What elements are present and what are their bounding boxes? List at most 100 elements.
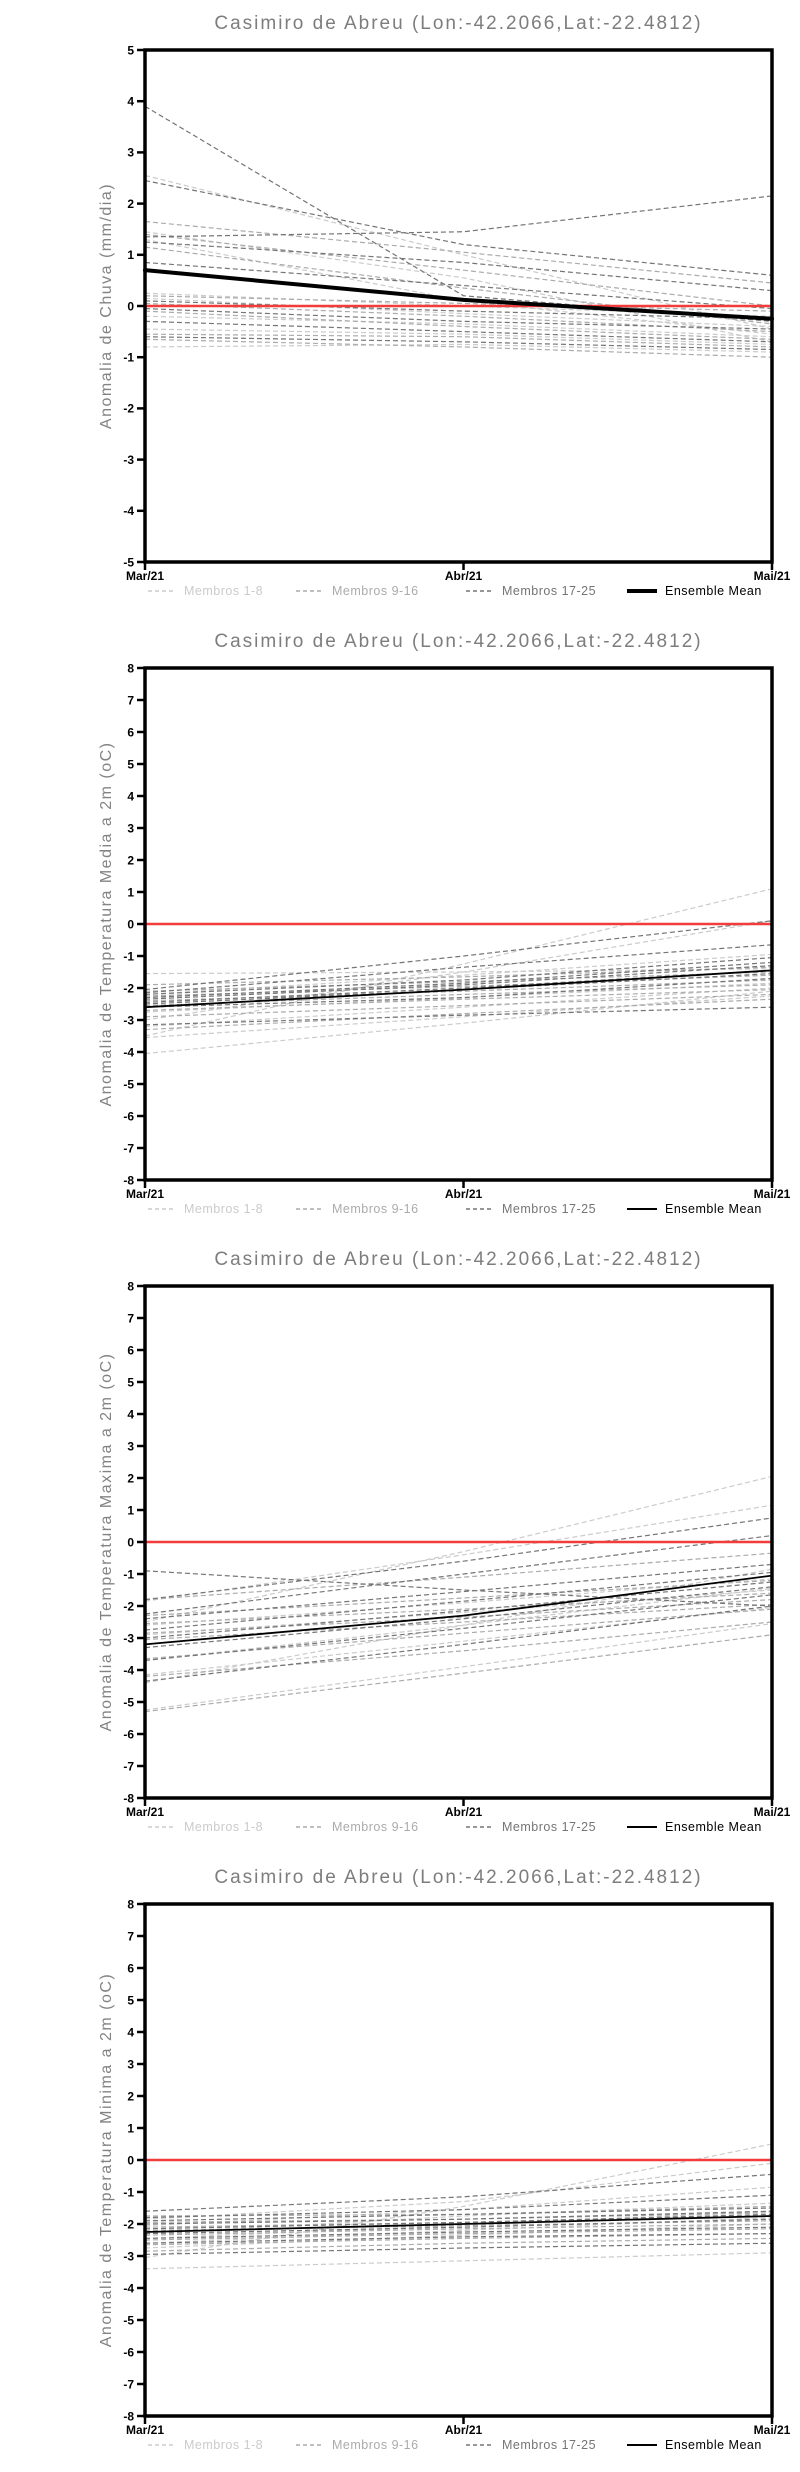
chart-panel-temp-minima: Casimiro de Abreu (Lon:-42.2066,Lat:-22.… xyxy=(0,1854,800,2472)
legend-item-membros-1-8: Membros 1-8 xyxy=(147,1201,263,1217)
y-tick-label: 6 xyxy=(127,1961,134,1975)
chart-panel-chuva: Casimiro de Abreu (Lon:-42.2066,Lat:-22.… xyxy=(0,0,800,618)
y-tick-label: -1 xyxy=(123,2185,134,2199)
member-line-group3 xyxy=(144,1517,773,1601)
member-line-group2 xyxy=(144,2237,773,2252)
member-line-group1 xyxy=(144,1568,773,1684)
dashed-line-sample-icon xyxy=(148,590,176,592)
y-tick-label: 7 xyxy=(127,693,134,707)
member-line-group2 xyxy=(144,295,773,312)
legend-label: Membros 17-25 xyxy=(502,1820,597,1834)
x-tick-label: Mar/21 xyxy=(126,2423,164,2437)
member-line-group3 xyxy=(144,2242,773,2255)
member-line-group3 xyxy=(144,2226,773,2239)
member-line-group3 xyxy=(144,105,773,322)
y-tick-label: 1 xyxy=(127,248,134,262)
chart-panel-temp-media: Casimiro de Abreu (Lon:-42.2066,Lat:-22.… xyxy=(0,618,800,1236)
y-tick-label: 6 xyxy=(127,725,134,739)
x-tick-label: Mar/21 xyxy=(126,1805,164,1819)
y-tick-label: 2 xyxy=(127,853,134,867)
member-line-group1 xyxy=(144,995,773,1039)
member-line-group2 xyxy=(144,2223,773,2236)
member-line-group2 xyxy=(144,1579,773,1617)
member-line-group1 xyxy=(144,1589,773,1636)
chart-title: Casimiro de Abreu (Lon:-42.2066,Lat:-22.… xyxy=(214,1249,703,1270)
x-tick-label: Mai/21 xyxy=(754,1805,791,1819)
member-line-group3 xyxy=(144,241,773,292)
member-line-group3 xyxy=(144,1605,773,1682)
y-tick-label: 2 xyxy=(127,2089,134,2103)
y-tick-label: 5 xyxy=(127,1375,134,1389)
y-tick-label: 4 xyxy=(127,95,134,109)
solid-line-sample-icon xyxy=(627,1826,657,1828)
y-tick-label: -4 xyxy=(123,2281,134,2295)
member-line-group3 xyxy=(144,261,773,310)
member-line-group1 xyxy=(144,987,773,1027)
y-tick-label: 4 xyxy=(127,1407,134,1421)
legend-item-ensemble-mean: Ensemble Mean xyxy=(626,1819,762,1835)
chart-legend: Membros 1-8 Membros 9-16 Membros 17-25 E… xyxy=(145,2437,785,2453)
y-tick-label: 2 xyxy=(127,197,134,211)
member-line-group1 xyxy=(144,315,773,338)
x-tick-label: Mai/21 xyxy=(754,569,791,583)
legend-label: Membros 1-8 xyxy=(184,1820,264,1834)
member-line-group3 xyxy=(144,1594,773,1661)
member-line-group2 xyxy=(144,993,773,1018)
ensemble-mean-line xyxy=(144,1574,773,1646)
member-line-group3 xyxy=(144,2218,773,2235)
x-tick-label: Abr/21 xyxy=(445,2423,483,2437)
member-line-group2 xyxy=(144,338,773,358)
y-tick-label: -3 xyxy=(123,1013,134,1027)
member-line-group3 xyxy=(144,1563,773,1620)
legend-item-ensemble-mean: Ensemble Mean xyxy=(626,583,762,599)
member-line-group2 xyxy=(144,302,773,333)
legend-label: Membros 9-16 xyxy=(332,584,419,598)
y-tick-label: 8 xyxy=(127,1279,134,1293)
member-line-group3 xyxy=(144,300,773,320)
y-tick-label: 4 xyxy=(127,789,134,803)
member-line-group3 xyxy=(144,977,773,1008)
legend-item-ensemble-mean: Ensemble Mean xyxy=(626,2437,762,2453)
member-line-group1 xyxy=(144,231,773,343)
plot-border xyxy=(143,48,774,564)
legend-label: Membros 17-25 xyxy=(502,1202,597,1216)
legend-label: Membros 9-16 xyxy=(332,2438,419,2452)
member-line-group2 xyxy=(144,310,773,340)
member-line-group1 xyxy=(144,2186,773,2227)
x-tick-label: Abr/21 xyxy=(445,1187,483,1201)
member-line-group1 xyxy=(144,2202,773,2235)
y-tick-label: -7 xyxy=(123,1141,134,1155)
member-line-group2 xyxy=(144,1592,773,1625)
legend-label: Membros 17-25 xyxy=(502,584,597,598)
dashed-line-sample-icon xyxy=(296,1826,324,1828)
member-line-group1 xyxy=(144,174,773,330)
y-tick-label: 5 xyxy=(127,1993,134,2007)
dashed-line-sample-icon xyxy=(466,590,494,592)
legend-label: Membros 9-16 xyxy=(332,1820,419,1834)
member-line-group1 xyxy=(144,2223,773,2249)
member-line-group3 xyxy=(144,179,773,276)
member-line-group1 xyxy=(144,2252,773,2270)
member-line-group3 xyxy=(144,973,773,1005)
y-tick-label: -1 xyxy=(123,1567,134,1581)
x-tick-label: Mai/21 xyxy=(754,2423,791,2437)
y-tick-label: 3 xyxy=(127,146,134,160)
member-line-group3 xyxy=(144,336,773,351)
member-line-group3 xyxy=(144,2233,773,2244)
ensemble-mean-line xyxy=(143,268,774,321)
legend-item-membros-17-25: Membros 17-25 xyxy=(465,583,596,599)
dashed-line-sample-icon xyxy=(148,1208,176,1210)
chart-legend: Membros 1-8 Membros 9-16 Membros 17-25 E… xyxy=(145,583,785,599)
member-line-group3 xyxy=(144,920,773,991)
legend-item-membros-17-25: Membros 17-25 xyxy=(465,1819,596,1835)
chart-panel-temp-maxima: Casimiro de Abreu (Lon:-42.2066,Lat:-22.… xyxy=(0,1236,800,1854)
y-tick-label: -2 xyxy=(123,402,134,416)
y-tick-label: 1 xyxy=(127,885,134,899)
y-tick-label: -7 xyxy=(123,1759,134,1773)
member-line-group3 xyxy=(144,195,773,238)
x-tick-label: Mar/21 xyxy=(126,1187,164,1201)
member-line-group3 xyxy=(144,2173,773,2212)
